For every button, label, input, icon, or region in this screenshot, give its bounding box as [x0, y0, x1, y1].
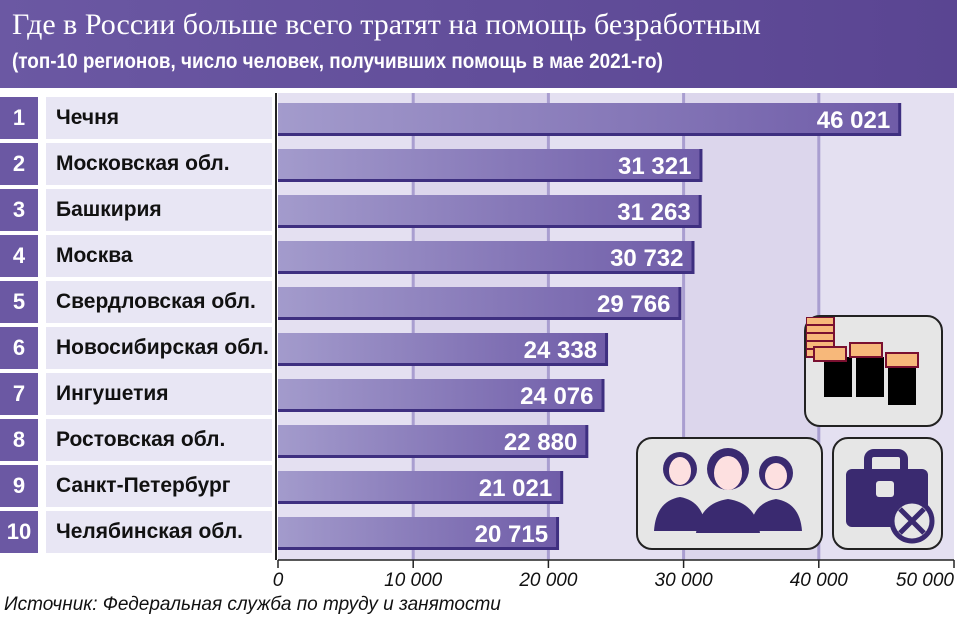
bar-end: [698, 195, 702, 228]
people-icon-box: [636, 437, 823, 550]
bar-end: [556, 517, 560, 550]
value-label: 29 766: [597, 291, 670, 318]
people-group-icon: [654, 448, 802, 533]
value-label: 46 021: [817, 107, 890, 134]
bar: [278, 287, 681, 319]
briefcase-icon-box: [832, 437, 943, 550]
bar-edge: [278, 455, 588, 458]
bar: [278, 241, 694, 273]
bar-edge: [278, 547, 559, 550]
rank-number: 5: [0, 281, 38, 323]
region-label: Ингушетия: [46, 373, 272, 415]
rank-number: 1: [0, 97, 38, 139]
value-label: 30 732: [610, 245, 683, 272]
region-label: Ростовская обл.: [46, 419, 272, 461]
region-label: Санкт-Петербург: [46, 465, 272, 507]
bar: [278, 379, 604, 411]
rank-number: 4: [0, 235, 38, 277]
x-tick-label: 20 000: [518, 570, 578, 591]
bar-edge: [278, 317, 681, 320]
bar-end: [691, 241, 695, 274]
bar-edge: [278, 501, 563, 504]
region-label: Башкирия: [46, 189, 272, 231]
rank-number: 10: [0, 511, 38, 553]
bar: [278, 103, 901, 135]
x-tick-label: 10 000: [384, 570, 443, 591]
x-tick-label: 0: [273, 570, 284, 591]
money-stacks-icon: [805, 316, 919, 406]
bar-end: [601, 379, 605, 412]
bar-end: [699, 149, 703, 182]
region-label: Челябинская обл.: [46, 511, 272, 553]
value-label: 21 021: [479, 475, 552, 502]
value-label: 20 715: [475, 521, 548, 548]
value-label: 24 338: [524, 337, 597, 364]
x-tick-label: 50 000: [896, 570, 955, 591]
bar-edge: [278, 225, 701, 228]
region-label: Московская обл.: [46, 143, 272, 185]
rank-number: 9: [0, 465, 38, 507]
value-label: 31 263: [617, 199, 690, 226]
region-label: Свердловская обл.: [46, 281, 272, 323]
rank-number: 7: [0, 373, 38, 415]
rank-number: 8: [0, 419, 38, 461]
value-label: 31 321: [618, 153, 691, 180]
money-icon-box: [804, 315, 943, 427]
bar: [278, 425, 588, 457]
bar: [278, 195, 701, 227]
bar: [278, 333, 608, 365]
bar-edge: [278, 271, 694, 274]
source-note: Источник: Федеральная служба по труду и …: [4, 594, 501, 615]
rank-number: 3: [0, 189, 38, 231]
bar-end: [678, 287, 682, 320]
x-tick-label: 40 000: [790, 570, 849, 591]
rank-number: 2: [0, 143, 38, 185]
bar-edge: [278, 363, 608, 366]
bar-edge: [278, 179, 702, 182]
bar-end: [585, 425, 589, 458]
chart-subtitle: (топ-10 регионов, число человек, получив…: [12, 50, 663, 73]
briefcase-cancel-icon: [846, 449, 935, 544]
chart-title: Где в России больше всего тратят на помо…: [12, 8, 761, 41]
bar: [278, 471, 563, 503]
bar-edge: [278, 409, 604, 412]
region-label: Новосибирская обл.: [46, 327, 272, 369]
value-label: 22 880: [504, 429, 577, 456]
region-label: Чечня: [46, 97, 272, 139]
bar-end: [560, 471, 564, 504]
bar: [278, 517, 559, 549]
x-tick-label: 30 000: [655, 570, 714, 591]
bar-end: [898, 103, 902, 136]
value-label: 24 076: [520, 383, 593, 410]
bar-edge: [278, 133, 901, 136]
header: Где в России больше всего тратят на помо…: [0, 0, 957, 88]
rank-number: 6: [0, 327, 38, 369]
region-label: Москва: [46, 235, 272, 277]
bar: [278, 149, 702, 181]
bar-end: [605, 333, 609, 366]
